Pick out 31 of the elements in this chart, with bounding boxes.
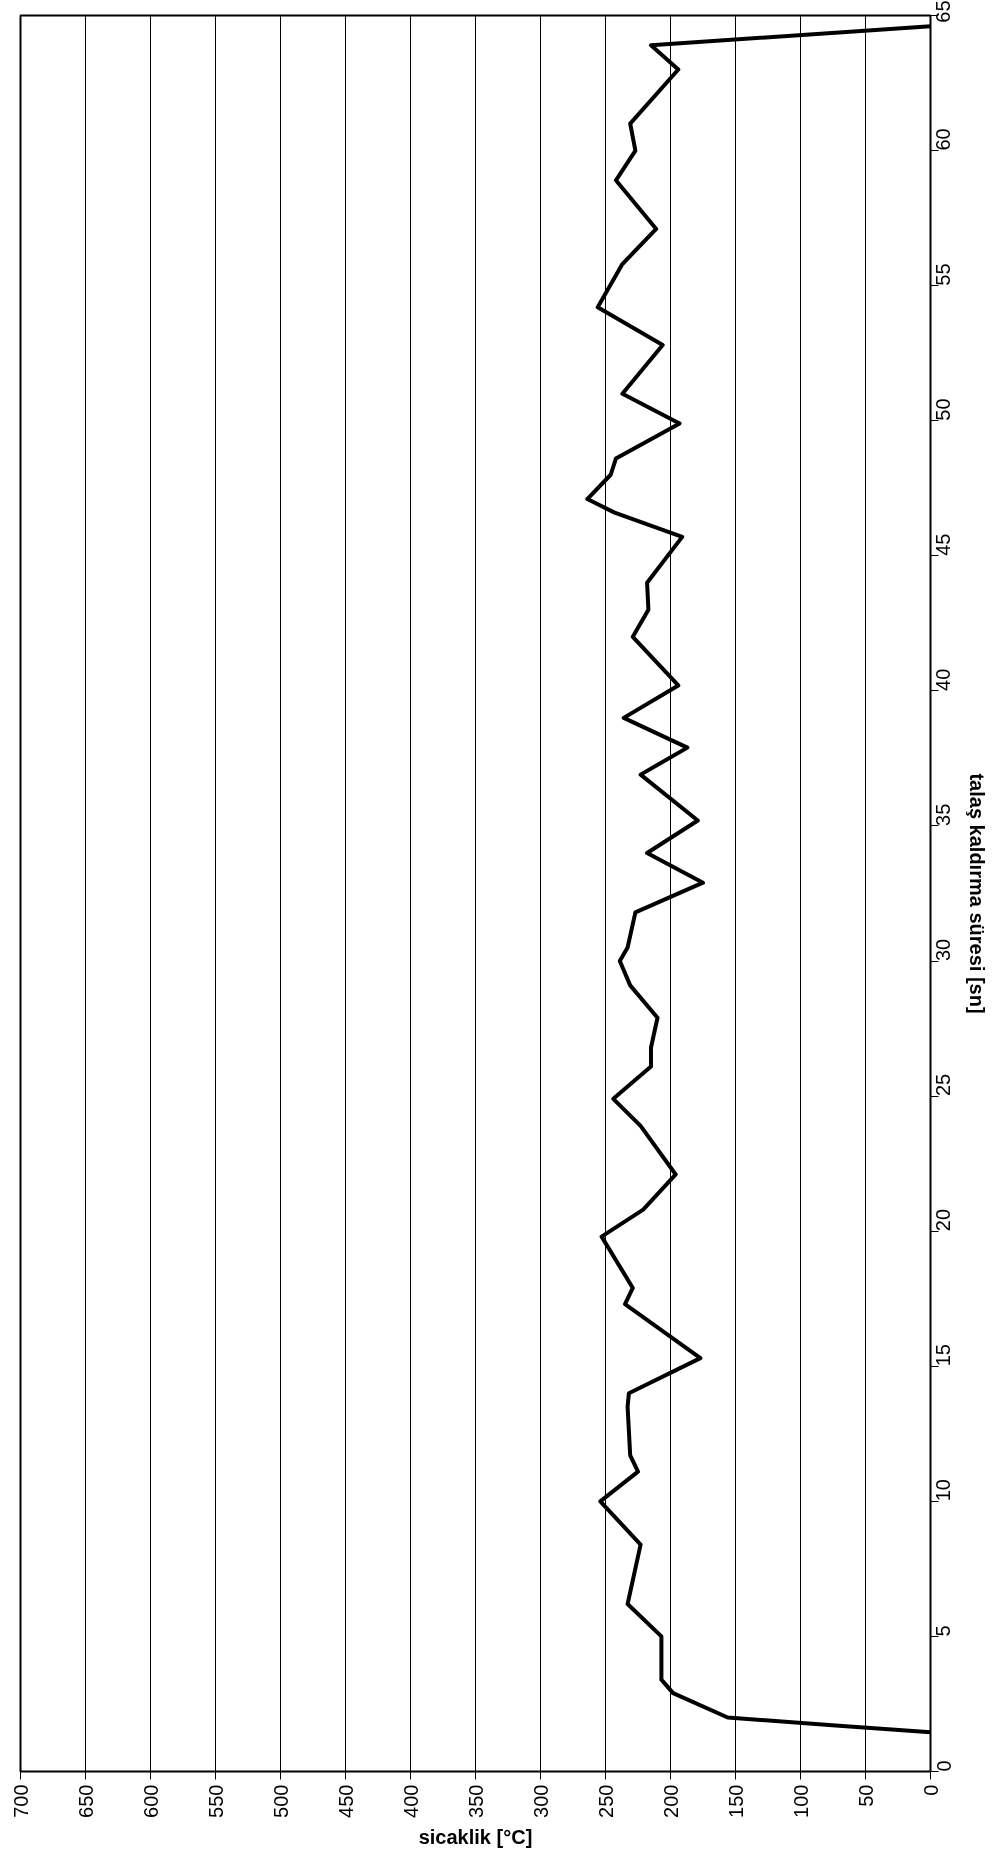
y-tick-label: 50 — [932, 398, 955, 421]
y-tick-label: 5 — [932, 1625, 955, 1637]
x-tick-label: 300 — [529, 1784, 552, 1818]
x-tick-label: 250 — [594, 1784, 617, 1818]
x-tick-label: 50 — [854, 1784, 877, 1807]
x-tick-label: 0 — [919, 1784, 942, 1796]
x-tick-label: 200 — [659, 1784, 682, 1818]
y-tick-label: 30 — [932, 938, 955, 962]
x-tick-label: 150 — [724, 1784, 747, 1818]
x-tick-label: 600 — [139, 1784, 162, 1818]
y-tick-label: 10 — [932, 1479, 955, 1502]
x-tick-label: 400 — [399, 1784, 422, 1818]
x-tick-label: 450 — [334, 1784, 357, 1818]
y-tick-label: 60 — [932, 128, 955, 151]
y-axis-title: talaş kaldırma süresi [sn] — [965, 773, 988, 1014]
y-tick-label: 35 — [932, 803, 955, 826]
y-tick-label: 40 — [932, 668, 955, 691]
x-tick-label: 550 — [204, 1784, 227, 1818]
x-tick-label: 350 — [464, 1784, 487, 1818]
y-tick-label: 20 — [932, 1208, 955, 1232]
x-tick-label: 700 — [9, 1784, 32, 1818]
y-tick-label: 65 — [932, 0, 955, 23]
x-tick-label: 650 — [74, 1784, 97, 1818]
x-tick-label: 500 — [269, 1784, 292, 1818]
y-tick-label: 0 — [932, 1760, 955, 1772]
y-tick-label: 25 — [932, 1073, 955, 1097]
x-tick-label: 100 — [789, 1784, 812, 1818]
x-axis-title: sicaklik [°C] — [418, 1825, 533, 1848]
y-tick-label: 15 — [932, 1344, 955, 1367]
y-tick-label: 55 — [932, 263, 955, 286]
y-tick-label: 45 — [932, 533, 955, 556]
